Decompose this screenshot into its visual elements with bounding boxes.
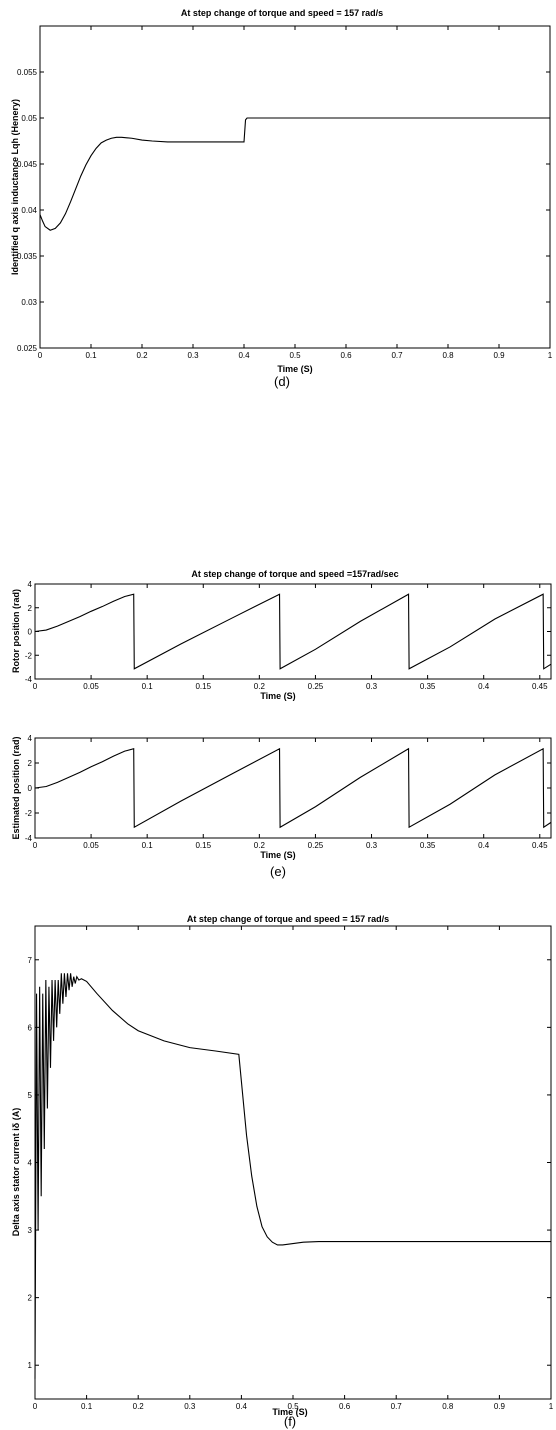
x-tick-label: 0.5	[287, 1402, 299, 1411]
y-tick-label: 1	[28, 1361, 33, 1370]
y-tick-label: 4	[28, 734, 33, 743]
x-axis-label: Time (S)	[260, 691, 295, 701]
x-tick-label: 0.2	[133, 1402, 145, 1411]
x-tick-label: 0.4	[478, 841, 490, 850]
x-tick-label: 0.45	[532, 841, 548, 850]
y-tick-label: -4	[25, 834, 33, 843]
x-tick-label: 0.9	[494, 1402, 506, 1411]
plot-frame	[34, 583, 552, 680]
y-tick-label: 2	[28, 604, 33, 613]
x-tick-label: 0	[33, 682, 38, 691]
x-tick-label: 0.05	[83, 841, 99, 850]
y-axis-label: Estimated position (rad)	[11, 736, 21, 839]
y-tick-label: -2	[25, 809, 33, 818]
y-tick-label: 0.025	[17, 344, 38, 353]
x-tick-label: 0.3	[184, 1402, 196, 1411]
plot-frame	[39, 25, 551, 349]
x-tick-label: 0.9	[493, 351, 505, 360]
x-tick-label: 0.2	[254, 682, 266, 691]
x-tick-label: 0.3	[366, 682, 378, 691]
axis-ticks: 0 0.1 0.2 0.3 0.4 0.5 0.6 0.7 0.8 0.9 1 1 2 3 4 5 6 7	[28, 926, 554, 1411]
y-tick-label: 2	[28, 759, 33, 768]
y-tick-label: 4	[28, 580, 33, 589]
x-tick-label: 0.7	[391, 351, 403, 360]
x-tick-label: 0.3	[366, 841, 378, 850]
plot-frame	[34, 925, 552, 1400]
y-tick-label: 0.04	[21, 206, 37, 215]
y-tick-label: 0.045	[17, 160, 38, 169]
y-tick-label: 0	[28, 628, 33, 637]
y-axis-label: Rotor position (rad)	[11, 589, 21, 673]
x-tick-label: 0.1	[142, 682, 154, 691]
x-tick-label: 0.45	[532, 682, 548, 691]
chart-f: At step change of torque and speed = 157…	[11, 914, 554, 1429]
chart-title: At step change of torque and speed =157r…	[191, 569, 398, 579]
x-tick-label: 0	[33, 1402, 38, 1411]
y-axis-label: Delta axis stator current iδ (A)	[11, 1108, 21, 1237]
axis-ticks: 0 0.1 0.2 0.3 0.4 0.5 0.6 0.7 0.8 0.9 1 0.025 0.03 0.…	[17, 26, 553, 360]
x-tick-label: 0.4	[478, 682, 490, 691]
x-tick-label: 0.1	[142, 841, 154, 850]
chart-title: At step change of torque and speed = 157…	[187, 914, 389, 924]
y-tick-label: 5	[28, 1091, 33, 1100]
x-tick-label: 0	[33, 841, 38, 850]
figure-caption: (d)	[274, 374, 290, 389]
data-line	[34, 593, 552, 670]
axis-ticks: 0 0.05 0.1 0.15 0.2 0.25 0.3 0.35 0.4 0.45 -4 -2 0 2 4	[25, 734, 551, 850]
x-tick-label: 0.15	[195, 841, 211, 850]
y-tick-label: 0	[28, 784, 33, 793]
y-tick-label: 3	[28, 1226, 33, 1235]
data-line	[39, 117, 550, 231]
x-tick-label: 0.7	[391, 1402, 403, 1411]
x-tick-label: 0.35	[420, 841, 436, 850]
y-axis-label: Identified q axis inductance Lqh (Henery…	[10, 99, 20, 275]
x-tick-label: 0.1	[85, 351, 97, 360]
data-line	[34, 973, 551, 1379]
axis-ticks: 0 0.05 0.1 0.15 0.2 0.25 0.3 0.35 0.4 0.45 -4 -2 0 2 4	[25, 580, 551, 691]
y-tick-label: 4	[28, 1159, 33, 1168]
x-axis-label: Time (S)	[272, 1407, 307, 1417]
y-tick-label: -2	[25, 651, 33, 660]
x-tick-label: 0.2	[254, 841, 266, 850]
x-tick-label: 0.2	[136, 351, 148, 360]
y-tick-label: 6	[28, 1023, 33, 1032]
x-tick-label: 0.6	[340, 351, 352, 360]
data-line	[34, 747, 552, 829]
figure-caption: (e)	[270, 864, 286, 879]
x-tick-label: 0.8	[442, 351, 454, 360]
x-tick-label: 1	[548, 351, 553, 360]
y-tick-label: 2	[28, 1294, 33, 1303]
y-tick-label: 0.05	[21, 114, 37, 123]
x-tick-label: 0.5	[289, 351, 301, 360]
y-tick-label: 0.055	[17, 68, 38, 77]
x-tick-label: 0.35	[420, 682, 436, 691]
x-tick-label: 0.4	[236, 1402, 248, 1411]
x-axis-label: Time (S)	[277, 364, 312, 374]
chart-title: At step change of torque and speed = 157…	[181, 8, 383, 18]
x-tick-label: 0.25	[308, 682, 324, 691]
x-axis-label: Time (S)	[260, 850, 295, 860]
x-tick-label: 0.05	[83, 682, 99, 691]
y-tick-label: 7	[28, 956, 33, 965]
x-tick-label: 1	[549, 1402, 554, 1411]
x-tick-label: 0.15	[195, 682, 211, 691]
x-tick-label: 0.8	[442, 1402, 454, 1411]
chart-d: At step change of torque and speed = 157…	[10, 8, 553, 389]
x-tick-label: 0.4	[238, 351, 250, 360]
figure-caption: (f)	[284, 1414, 296, 1429]
y-tick-label: 0.035	[17, 252, 38, 261]
x-tick-label: 0.1	[81, 1402, 93, 1411]
plot-frame	[34, 737, 552, 839]
x-tick-label: 0.6	[339, 1402, 351, 1411]
chart-e1: At step change of torque and speed =157r…	[11, 569, 552, 701]
y-tick-label: -4	[25, 675, 33, 684]
y-tick-label: 0.03	[21, 298, 37, 307]
x-tick-label: 0	[38, 351, 43, 360]
chart-e2: 0 0.05 0.1 0.15 0.2 0.25 0.3 0.35 0.4 0.45 -4 -2 0 2 4…	[11, 734, 552, 879]
x-tick-label: 0.3	[187, 351, 199, 360]
x-tick-label: 0.25	[308, 841, 324, 850]
